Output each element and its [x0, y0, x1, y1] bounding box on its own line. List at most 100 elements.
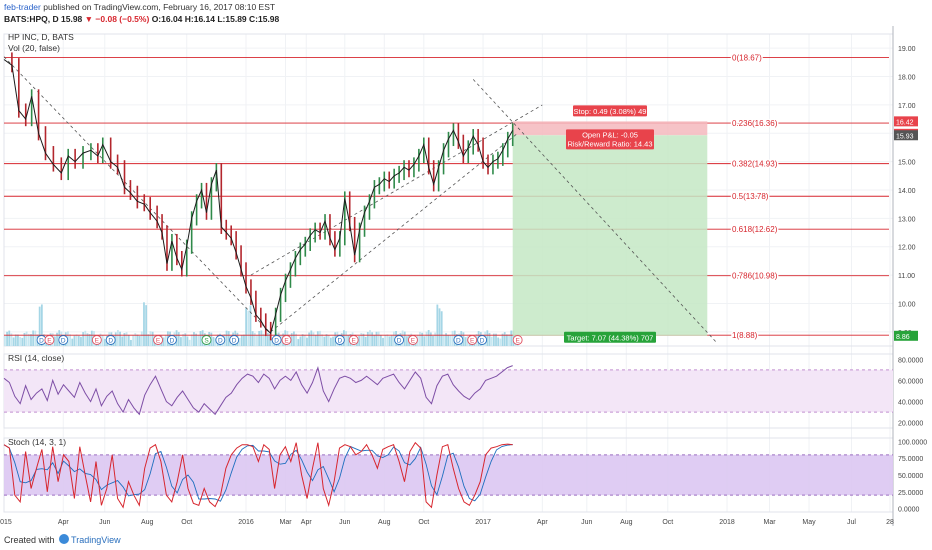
- volume-bar: [10, 333, 13, 346]
- volume-bar: [71, 338, 74, 346]
- volume-bar: [225, 330, 228, 346]
- time-tick-label: 28: [886, 519, 894, 526]
- price-series: [3, 52, 514, 341]
- volume-bar: [186, 336, 189, 346]
- volume-bar: [358, 336, 361, 346]
- event-marker-label: E: [470, 338, 475, 345]
- event-marker-label: D: [39, 338, 44, 345]
- time-tick-label: Apr: [537, 519, 549, 526]
- target-label: Target: 7.07 (44.38%) 707: [567, 333, 654, 342]
- short-position-tool[interactable]: Stop: 0.49 (3.08%) 49 Open P&L: -0.05Risk…: [512, 105, 708, 343]
- stoch-band: [4, 454, 893, 496]
- time-axis[interactable]: 2015 Apr Jun Aug Oct 2016 Mar Apr Jun Aug Oct 2017 A…: [0, 519, 894, 526]
- volume-bar: [114, 332, 117, 346]
- volume-bar: [314, 335, 317, 346]
- volume-bar: [40, 304, 43, 346]
- volume-bar: [34, 330, 37, 346]
- volume-bar: [6, 331, 8, 346]
- volume-bar: [84, 330, 87, 346]
- volume-bar: [264, 335, 267, 346]
- stoch-pane: [3, 441, 893, 509]
- event-marker-icon: [394, 335, 405, 345]
- volume-bar: [303, 334, 306, 346]
- volume-bar: [371, 332, 374, 346]
- time-tick-label: Aug: [378, 519, 391, 526]
- volume-bar: [508, 334, 510, 346]
- stop-label-box: [573, 105, 648, 117]
- event-marker-icon: [166, 335, 177, 345]
- volume-bar: [386, 334, 389, 346]
- event-marker-icon: [348, 335, 359, 345]
- symbol: BATS:HPQ, D: [4, 14, 59, 24]
- volume-bar: [193, 332, 195, 346]
- time-tick-label: Mar: [279, 519, 292, 526]
- volume-bar: [140, 331, 143, 346]
- stoch-tick-label: 100.0000: [898, 439, 927, 446]
- fib-level-label: 0.382(14.93): [732, 160, 778, 169]
- volume-bar: [177, 332, 180, 346]
- volume-bar: [117, 330, 119, 346]
- volume-bar: [440, 311, 443, 346]
- event-marker-label: D: [274, 338, 279, 345]
- time-tick-label: Aug: [141, 519, 154, 526]
- price-tick-label: 14.00: [898, 188, 916, 195]
- volume-bar: [510, 330, 513, 346]
- fib-level-label: 0(18.67): [732, 54, 762, 63]
- event-marker-label: E: [156, 338, 161, 345]
- event-marker-label: D: [108, 338, 113, 345]
- event-marker-icon: [91, 335, 102, 345]
- time-tick-label: 2016: [238, 519, 254, 526]
- price-line: [3, 59, 514, 335]
- volume-bar: [390, 335, 393, 346]
- volume-bar: [147, 334, 150, 346]
- author-link[interactable]: feb-trader: [4, 2, 41, 12]
- volume-bar: [488, 332, 491, 346]
- event-marker-label: D: [337, 338, 342, 345]
- volume-bar: [4, 336, 6, 346]
- volume-bar: [145, 305, 148, 346]
- trading-chart[interactable]: 0(18.67) 0.236(16.36) 0.382(14.93) 0.5(13.7…: [0, 26, 932, 530]
- volume-bar: [425, 331, 428, 346]
- volume-bar: [103, 338, 106, 346]
- volume-bar: [245, 308, 248, 346]
- price-tick-label: 12.00: [898, 245, 916, 252]
- stop-zone: [512, 121, 708, 136]
- volume-bar: [423, 336, 426, 346]
- price-tick-label: 18.00: [898, 75, 916, 82]
- volume-bar: [240, 335, 243, 346]
- price-change: ▼ −0.08 (−0.5%): [84, 14, 150, 24]
- event-marker-label: E: [515, 338, 520, 345]
- volume-bar: [384, 335, 387, 346]
- event-marker-icon: [477, 335, 488, 345]
- time-tick-label: May: [802, 519, 816, 526]
- volume-bar: [438, 308, 441, 346]
- volume-bar: [260, 330, 263, 346]
- volume-bar: [188, 339, 191, 346]
- volume-bar: [132, 335, 135, 346]
- volume-bar: [310, 330, 313, 346]
- fibonacci-retracement[interactable]: 0(18.67) 0.236(16.36) 0.382(14.93) 0.5(13.7…: [4, 52, 889, 342]
- volume-bar: [419, 331, 421, 346]
- fib-level-label: 0.236(16.36): [732, 119, 778, 128]
- time-tick-label: Jun: [339, 519, 350, 526]
- volume-bar: [360, 332, 363, 346]
- time-tick-label: Apr: [301, 519, 313, 526]
- volume-bar: [505, 334, 508, 346]
- volume-bar: [421, 332, 424, 346]
- rsi-band: [4, 369, 893, 413]
- volume-bar: [14, 334, 17, 346]
- event-marker-icon: [215, 335, 226, 345]
- volume-bar: [377, 331, 380, 346]
- volume-bar: [80, 336, 82, 346]
- event-marker-label: D: [218, 338, 223, 345]
- price-axis[interactable]: 19.0018.0017.0016.0015.0014.0013.0012.00…: [894, 46, 927, 514]
- event-marker-label: D: [397, 338, 402, 345]
- tradingview-link[interactable]: TradingView: [71, 535, 121, 545]
- volume-bar: [125, 332, 128, 346]
- chart-title: HP INC, D, BATS: [8, 32, 74, 42]
- event-marker-label: E: [47, 338, 52, 345]
- volume-bar: [364, 336, 367, 346]
- price-tick-label: 17.00: [898, 103, 916, 110]
- event-marker-icon: [271, 335, 282, 345]
